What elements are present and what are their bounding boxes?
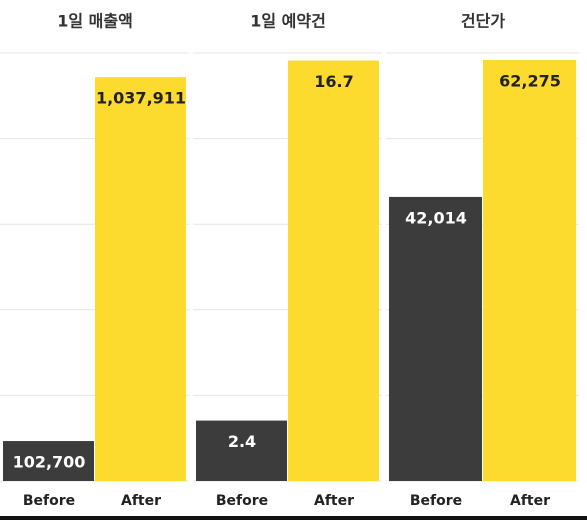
x-tick-label: Before [216, 493, 268, 509]
x-tick-label: After [121, 493, 161, 509]
value-label: 42,014 [405, 208, 467, 227]
value-label: 102,700 [13, 453, 86, 472]
value-label: 16.7 [314, 72, 353, 91]
value-label: 2.4 [228, 432, 256, 451]
chart-title: 1일 예약건 [250, 12, 326, 31]
bar [483, 59, 576, 482]
chart-title: 건단가 [461, 12, 505, 31]
bar [389, 196, 482, 481]
x-tick-label: After [510, 493, 550, 509]
x-tick-label: Before [410, 493, 462, 509]
bottom-border [0, 516, 587, 520]
bar [3, 441, 94, 481]
bar [288, 60, 379, 481]
value-label: 1,037,911 [96, 89, 186, 108]
bar [196, 420, 287, 481]
x-tick-label: After [314, 493, 354, 509]
x-tick-label: Before [23, 493, 75, 509]
bar [95, 77, 186, 481]
value-label: 62,275 [499, 71, 561, 90]
chart-title: 1일 매출액 [57, 12, 133, 31]
